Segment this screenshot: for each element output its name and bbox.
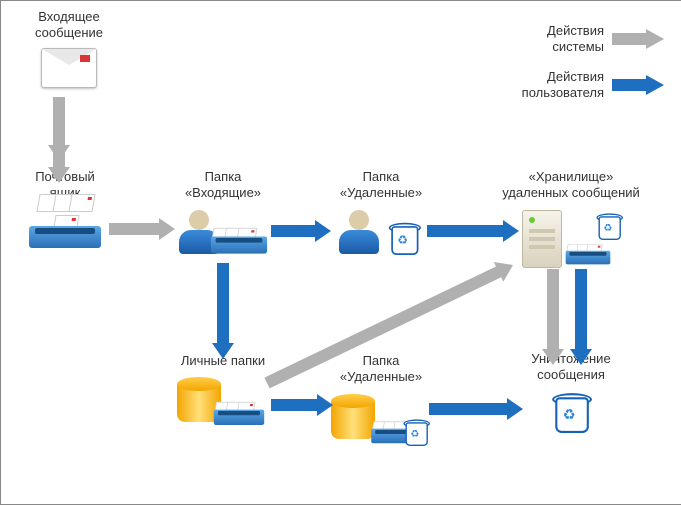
node-incoming-label: Входящеесообщение [19,9,119,42]
node-inbox: Папка«Входящие» [163,169,283,258]
bin-icon: ♻ [553,391,589,433]
server-tray-bin-icon: ♻ [516,206,626,270]
node-deleted1: Папка«Удаленные» ♻ [321,169,441,258]
legend-arrow-icon [612,75,664,95]
node-destroy: Уничтожениесообщения ♻ [501,351,641,432]
node-deleted2-label: Папка«Удаленные» [317,353,445,386]
node-destroy-label: Уничтожениесообщения [501,351,641,384]
node-storage: «Хранилище»удаленных сообщений ♻ [481,169,661,270]
person-tray-icon [175,206,271,258]
tray-icon [29,208,101,248]
node-personal: Личные папки [163,353,283,431]
node-deleted2: Папка«Удаленные» ♻ [317,353,445,452]
node-inbox-label: Папка«Входящие» [163,169,283,202]
legend-arrow-icon [612,29,664,49]
node-personal-label: Личные папки [163,353,283,369]
diagram-canvas: Действиясистемы Действияпользователя Вхо… [0,0,681,505]
node-storage-label: «Хранилище»удаленных сообщений [481,169,661,202]
db-tray-icon [177,373,269,431]
node-mailbox: Почтовыйящик [15,169,115,248]
legend-system-label: Действиясистемы [547,23,604,56]
person-bin-icon: ♻ [335,206,427,258]
legend-user: Действияпользователя [522,69,664,102]
legend-user-label: Действияпользователя [522,69,604,102]
db-tray-bin-icon: ♻ [331,390,431,452]
node-deleted1-label: Папка«Удаленные» [321,169,441,202]
envelope-icon [41,48,97,88]
legend-system: Действиясистемы [547,23,664,56]
node-incoming: Входящеесообщение [19,9,119,88]
